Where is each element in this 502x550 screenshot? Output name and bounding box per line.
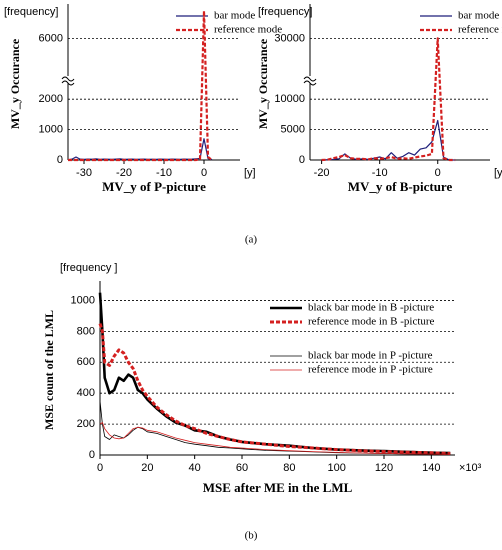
x-unit-label: [y]: [244, 167, 256, 179]
legend-label: bar mode: [214, 10, 255, 22]
x-axis-label: MV_y of B-picture: [348, 179, 453, 194]
y-tick-label: 1000: [71, 294, 95, 306]
y-tick-label: 1000: [39, 124, 63, 136]
x-axis-label: MV_y of P-picture: [102, 179, 206, 194]
series-line: [67, 138, 213, 161]
y-tick-label: 5000: [281, 124, 305, 136]
series-line: [321, 119, 456, 161]
y-tick-label: 2000: [39, 93, 63, 105]
x-tick-label: 0: [201, 167, 207, 179]
x-axis-label: MSE after ME in the LML: [203, 480, 353, 495]
y-tick-label: 6000: [39, 32, 63, 44]
x-tick-label: -10: [372, 167, 388, 179]
caption: (b): [245, 530, 258, 542]
legend-label: bar mode: [458, 10, 499, 22]
unit-label: [frequency ]: [60, 262, 117, 274]
x-tick-label: 40: [189, 462, 201, 474]
axis-break: [303, 76, 317, 86]
x-tick-label: 20: [141, 462, 153, 474]
y-tick-label: 0: [299, 154, 305, 166]
legend-label: reference mode: [214, 24, 282, 36]
x-tick-label: -10: [156, 167, 172, 179]
x-tick-label: 120: [375, 462, 393, 474]
y-tick-label: 200: [77, 418, 95, 430]
x-tick-label: 140: [422, 462, 440, 474]
y-tick-label: 10000: [274, 93, 305, 105]
series-line: [99, 422, 451, 455]
y-tick-label: 0: [57, 154, 63, 166]
y-axis-label: MV_y Occurance: [256, 38, 270, 129]
legend-label: reference mode in P -picture: [308, 364, 433, 376]
y-tick-label: 0: [89, 449, 95, 461]
x-tick-label: 60: [236, 462, 248, 474]
y-tick-label: 800: [77, 325, 95, 337]
x-tick-label: 80: [283, 462, 295, 474]
series-line: [98, 323, 451, 455]
x-tick-label: 0: [435, 167, 441, 179]
x-unit-label: [y]: [494, 167, 502, 179]
axis-break: [61, 76, 75, 86]
x-tick-label: -20: [116, 167, 132, 179]
x-tick-label: 100: [327, 462, 345, 474]
legend-label: reference mode: [458, 24, 502, 36]
series-line: [68, 9, 213, 162]
x-tick-label: 0: [97, 462, 103, 474]
unit-label: [frequency]: [258, 6, 312, 18]
y-axis-label: MV_y Occurance: [8, 38, 22, 129]
legend-label: black bar mode in P -picture: [308, 350, 433, 362]
unit-label: [frequency]: [4, 6, 58, 18]
x-unit-label: ×10³: [459, 462, 482, 474]
legend-label: black bar mode in B -picture: [308, 302, 434, 314]
y-tick-label: 30000: [274, 32, 305, 44]
x-tick-label: -30: [76, 167, 92, 179]
series-line: [321, 37, 456, 162]
caption: (a): [245, 234, 258, 246]
y-axis-label: MSE count of the LML: [42, 310, 56, 430]
x-tick-label: -20: [314, 167, 330, 179]
y-tick-label: 600: [77, 356, 95, 368]
legend-label: reference mode in B -picture: [308, 316, 435, 328]
y-tick-label: 400: [77, 387, 95, 399]
